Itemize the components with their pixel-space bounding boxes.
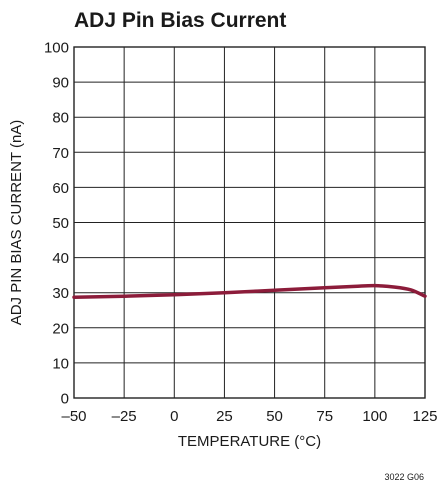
figure-code: 3022 G06 xyxy=(384,472,424,482)
plot-frame xyxy=(73,46,426,399)
y-tick-label: 70 xyxy=(52,145,69,162)
y-tick-label: 60 xyxy=(52,180,69,197)
x-tick-label: 125 xyxy=(412,408,437,425)
y-axis-label: ADJ PIN BIAS CURRENT (nA) xyxy=(8,120,25,326)
y-tick-label: 100 xyxy=(44,40,69,57)
chart-title: ADJ Pin Bias Current xyxy=(74,9,286,32)
x-tick-label: 25 xyxy=(216,408,233,425)
x-tick-labels: –50 –25 0 25 50 75 100 125 xyxy=(61,408,437,425)
grid-lines xyxy=(73,46,426,399)
y-tick-label: 80 xyxy=(52,110,69,127)
y-tick-label: 90 xyxy=(52,75,69,92)
series-line-0 xyxy=(72,283,427,300)
y-tick-labels: 0 10 20 30 40 50 60 70 80 90 100 xyxy=(44,40,69,408)
y-tick-label: 50 xyxy=(52,215,69,232)
x-tick-label: –25 xyxy=(112,408,137,425)
x-tick-label: 75 xyxy=(316,408,333,425)
y-tick-label: 20 xyxy=(52,320,69,337)
y-tick-label: 10 xyxy=(52,355,69,372)
x-tick-label: 0 xyxy=(170,408,178,425)
series-layer xyxy=(72,283,427,300)
y-tick-label: 40 xyxy=(52,250,69,267)
x-tick-label: –50 xyxy=(61,408,86,425)
y-tick-label: 30 xyxy=(52,285,69,302)
x-tick-label: 100 xyxy=(362,408,387,425)
x-tick-label: 50 xyxy=(266,408,283,425)
x-axis-label: TEMPERATURE (°C) xyxy=(178,433,321,450)
y-tick-label: 0 xyxy=(61,391,69,408)
